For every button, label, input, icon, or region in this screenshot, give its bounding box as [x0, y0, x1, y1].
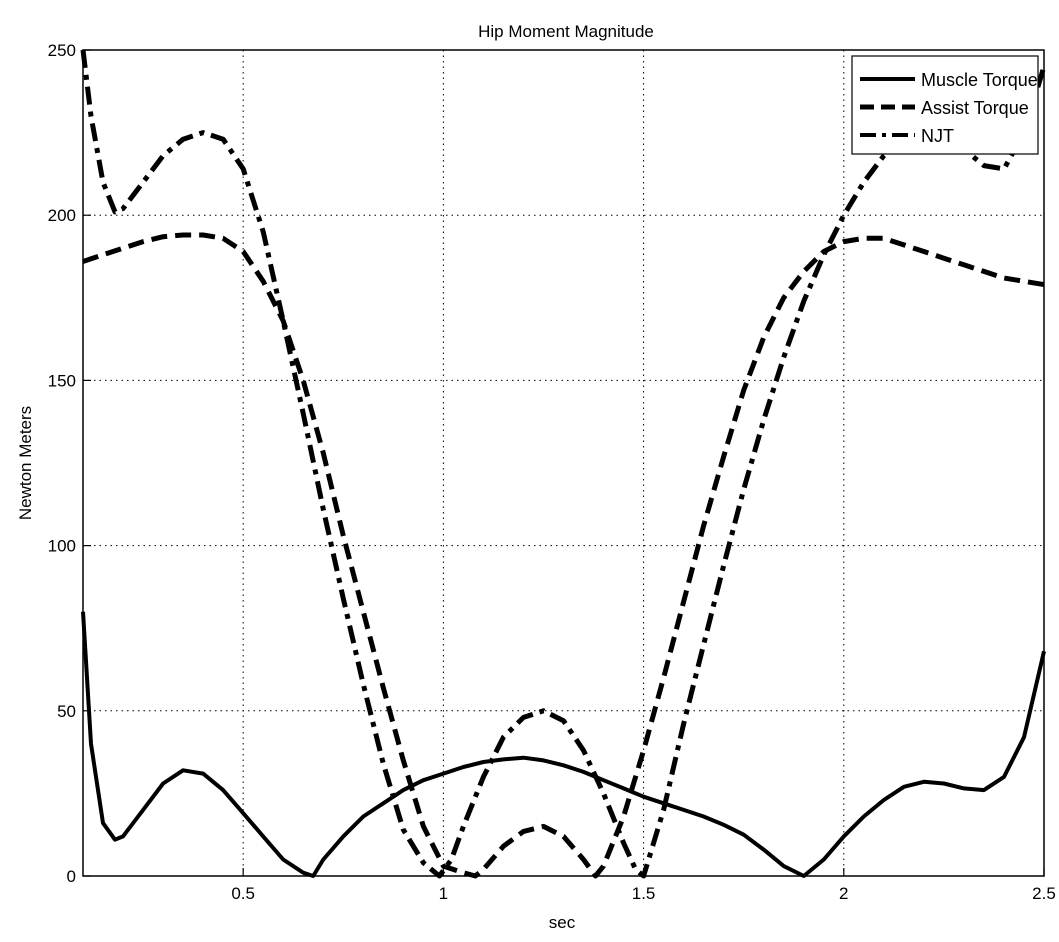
y-tick-label: 250 — [48, 41, 76, 60]
y-tick-label: 50 — [57, 702, 76, 721]
x-tick-label: 1 — [439, 884, 448, 903]
y-tick-label: 200 — [48, 206, 76, 225]
legend-label-muscle-torque: Muscle Torque — [921, 70, 1038, 90]
series-assist-torque — [83, 235, 1044, 876]
x-tick-label: 2.5 — [1032, 884, 1056, 903]
grid — [83, 50, 1044, 876]
y-tick-label: 150 — [48, 371, 76, 390]
chart-title: Hip Moment Magnitude — [478, 22, 654, 41]
legend-label-assist-torque: Assist Torque — [921, 98, 1029, 118]
x-axis-label: sec — [549, 913, 576, 932]
series-layer — [83, 50, 1044, 876]
series-njt — [83, 50, 1044, 876]
y-axis-label: Newton Meters — [16, 406, 35, 520]
y-tick-label: 0 — [67, 867, 76, 886]
x-ticks: 0.5 1 1.5 2 2.5 — [231, 868, 1055, 903]
y-ticks: 0 50 100 150 200 250 — [48, 41, 91, 886]
x-tick-label: 2 — [839, 884, 848, 903]
legend-label-njt: NJT — [921, 126, 954, 146]
x-tick-label: 0.5 — [231, 884, 255, 903]
legend: Muscle Torque Assist Torque NJT — [852, 56, 1038, 154]
plot-frame — [83, 50, 1044, 876]
x-tick-label: 1.5 — [632, 884, 656, 903]
y-tick-label: 100 — [48, 537, 76, 556]
